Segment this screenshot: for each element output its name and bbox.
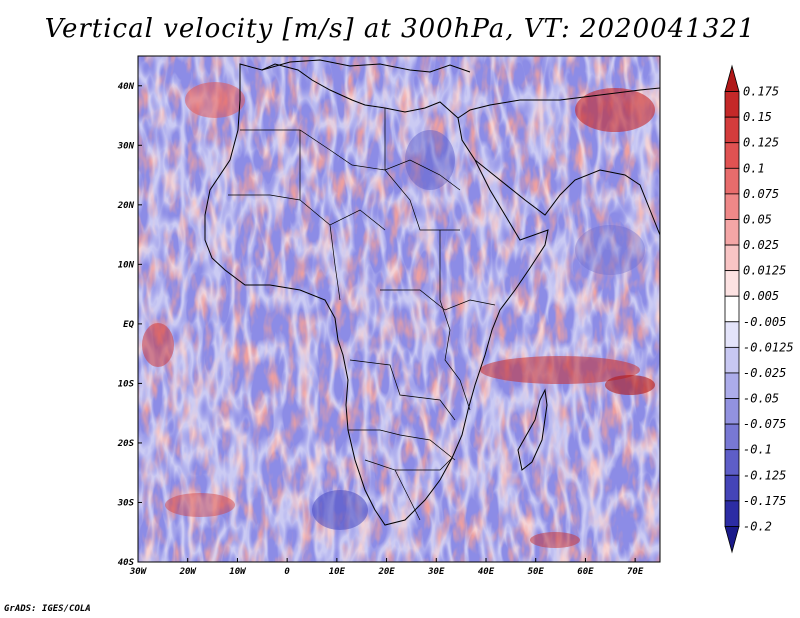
colorbar: 0.175 0.15 0.125 0.1 0.075 0.05 0.025 0.0125 0.0…	[724, 64, 794, 554]
x-tick-label: 30E	[427, 567, 445, 577]
updraft-patch-atlantic	[185, 82, 245, 118]
y-tick-label: EQ	[123, 320, 134, 330]
colorbar-segment	[724, 398, 740, 425]
updraft-patch-se	[530, 532, 580, 548]
colorbar-segment	[724, 167, 740, 195]
colorbar-label: 0.05	[743, 212, 772, 226]
colorbar-label: 0.005	[743, 289, 779, 303]
colorbar-segment	[724, 423, 740, 451]
y-tick-label: 40N	[118, 82, 135, 92]
colorbar-segment	[724, 91, 740, 118]
madagascar-coastline	[517, 388, 548, 471]
colorbar-label: 0.125	[743, 136, 779, 150]
asia-coastline-north	[457, 87, 660, 119]
europe-coastline	[261, 59, 471, 73]
x-tick-label: 0	[284, 567, 290, 577]
colorbar-segment	[724, 142, 740, 169]
downdraft-patch-south	[312, 490, 368, 530]
colorbar-segment	[724, 244, 740, 272]
y-tick-label: 10S	[118, 379, 135, 389]
y-tick-label: 30N	[117, 141, 135, 151]
field-noise-white	[138, 56, 660, 562]
x-tick-label: 40E	[478, 567, 495, 577]
country-borders	[228, 108, 496, 521]
colorbar-label: 0.15	[743, 110, 772, 124]
y-tick-label: 20S	[117, 439, 135, 449]
updraft-patch-sw	[165, 493, 235, 517]
chart-title: Vertical velocity [m/s] at 300hPa, VT: 2…	[44, 14, 756, 44]
x-tick-label: 20E	[377, 567, 395, 577]
downdraft-patch-egypt	[405, 130, 455, 190]
colorbar-segment	[724, 372, 740, 399]
x-tick-label: 20W	[179, 567, 198, 577]
africa-coastline	[204, 63, 549, 526]
updraft-band-indian-ocean	[480, 356, 640, 384]
colorbar-segment	[724, 321, 740, 348]
colorbar-label: -0.05	[743, 392, 779, 406]
x-tick-label: 10W	[229, 567, 247, 577]
x-tick-label: 30W	[129, 567, 148, 577]
y-axis: 40N 30N 20N 10N EQ 10S 20S 30S 40S	[117, 82, 142, 568]
colorbar-top-arrow	[724, 64, 740, 92]
colorbar-label: -0.0125	[743, 340, 794, 354]
colorbar-label: -0.005	[743, 315, 786, 329]
colorbar-segment	[724, 116, 740, 144]
colorbar-segment	[724, 500, 740, 527]
coastlines	[204, 59, 660, 526]
colorbar-label: -0.2	[743, 519, 772, 533]
colorbar-label: 0.1	[743, 161, 765, 175]
x-tick-label: 10E	[329, 567, 346, 577]
x-tick-label: 70E	[627, 567, 644, 577]
x-tick-label: 60E	[577, 567, 594, 577]
colorbar-bottom-arrow	[724, 526, 740, 554]
colorbar-label: 0.025	[743, 238, 779, 252]
y-tick-label: 10N	[118, 260, 135, 270]
credit-label: GrADS: IGES/COLA	[4, 604, 91, 614]
colorbar-segment	[724, 219, 740, 246]
colorbar-label: -0.075	[743, 417, 786, 431]
colorbar-segment	[724, 295, 740, 323]
updraft-patch-iran	[575, 88, 655, 132]
colorbar-label: 0.175	[743, 85, 779, 99]
colorbar-segment	[724, 270, 740, 297]
arabia-coastline	[474, 159, 660, 236]
updraft-patch-south-atlantic	[142, 323, 174, 367]
y-tick-label: 40S	[118, 558, 135, 568]
colorbar-label: -0.025	[743, 366, 786, 380]
colorbar-label: -0.175	[743, 494, 786, 508]
plot-area	[138, 56, 660, 562]
colorbar-segment	[724, 474, 740, 502]
colorbar-segment	[724, 449, 740, 476]
colorbar-segment	[724, 346, 740, 374]
x-tick-label: 50E	[528, 567, 545, 577]
colorbar-label: 0.0125	[743, 264, 786, 278]
colorbar-label: -0.1	[743, 443, 772, 457]
updraft-patch-indian-ocean	[605, 375, 655, 395]
plot-frame	[137, 55, 661, 563]
colorbar-label: -0.125	[743, 468, 786, 482]
colorbar-label: 0.075	[743, 187, 779, 201]
y-tick-label: 20N	[117, 201, 135, 211]
downdraft-patch-arabian-sea	[575, 225, 645, 275]
y-tick-label: 30S	[117, 498, 135, 508]
x-axis: 30W 20W 10W 0 10E 20E 30E 40E 50E 60E 70E	[129, 558, 644, 577]
colorbar-segment	[724, 193, 740, 220]
